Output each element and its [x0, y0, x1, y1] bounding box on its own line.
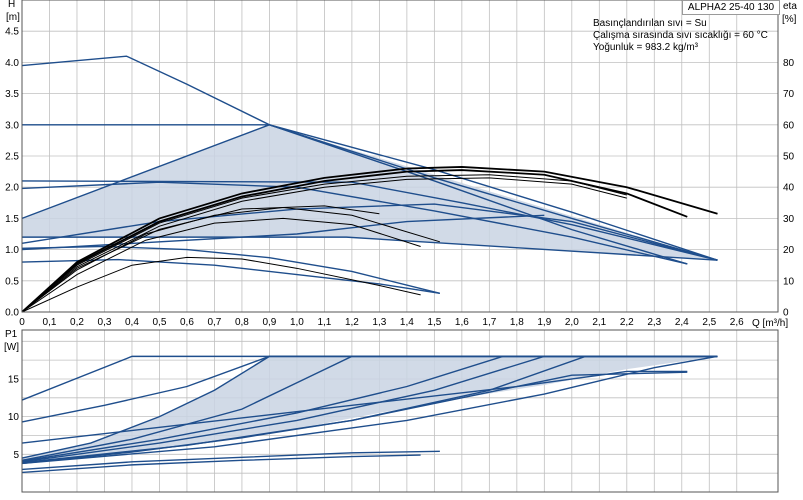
head-operating-area [22, 124, 718, 261]
head-curve [22, 124, 718, 261]
eta-tick-label: 10 [783, 276, 795, 287]
power-axis-label: P1 [5, 329, 18, 340]
head-curve [21, 181, 688, 265]
eta-tick-label: 20 [783, 245, 795, 256]
head-tick-label: 3.5 [5, 89, 19, 100]
head-tick-label: 4.5 [5, 27, 19, 38]
eta-tick-label: 60 [783, 120, 795, 131]
x-tick-label: 1,7 [482, 317, 496, 328]
power-curve [21, 355, 718, 465]
x-tick-label: 0,1 [43, 317, 57, 328]
head-curve [21, 124, 718, 261]
efficiency-curve [21, 177, 627, 313]
power-curve [21, 355, 718, 463]
x-tick-label: 2,6 [730, 317, 744, 328]
head-tick-label: 2.0 [5, 183, 19, 194]
medium-notes: Basınçlandırılan sıvı = Su Çalışma sıras… [593, 18, 768, 54]
power-tick-label: 10 [8, 412, 20, 423]
x-tick-label: 0,9 [262, 317, 276, 328]
efficiency-curve [21, 256, 421, 313]
head-curve [21, 214, 545, 251]
power-curve [21, 450, 440, 471]
x-tick-label: 2,4 [675, 317, 689, 328]
eta-tick-label: 70 [783, 89, 795, 100]
x-tick-label: 2,1 [592, 317, 606, 328]
head-tick-label: 0.5 [5, 276, 19, 287]
x-tick-label: 2,3 [647, 317, 661, 328]
efficiency-curve [21, 166, 718, 313]
density-note: Yoğunluk = 983.2 kg/m³ [593, 42, 698, 53]
eta-tick-label: 0 [783, 308, 789, 319]
x-tick-label: 1,4 [400, 317, 414, 328]
x-tick-label: 0,3 [98, 317, 112, 328]
efficiency-curve [21, 174, 627, 313]
head-curve [21, 258, 440, 294]
efficiency-curve [21, 217, 421, 313]
x-tick-label: 0,6 [180, 317, 194, 328]
power-tick-label: 15 [8, 374, 20, 385]
x-tick-label: 0,4 [125, 317, 139, 328]
head-axis-label: H [8, 0, 15, 10]
power-curve [21, 370, 688, 444]
head-curve [21, 180, 718, 261]
x-tick-label: 1,0 [290, 317, 304, 328]
x-tick-label: 1,3 [372, 317, 386, 328]
head-tick-label: 1.5 [5, 214, 19, 225]
eta-axis-unit: [%] [782, 14, 797, 25]
head-curve [21, 245, 441, 294]
x-tick-label: 1,6 [455, 317, 469, 328]
power-frame [21, 329, 779, 493]
eta-tick-label: 50 [783, 152, 795, 163]
eta-tick-label: 40 [783, 183, 795, 194]
head-tick-label: 3.0 [5, 120, 19, 131]
x-tick-label: 0,2 [70, 317, 84, 328]
power-curve [21, 355, 718, 462]
x-tick-label: 0 [19, 317, 25, 328]
eta-axis-label: eta [783, 1, 797, 12]
power-tick-label: 5 [13, 450, 19, 461]
power-curve [21, 454, 421, 474]
head-tick-label: 4.0 [5, 58, 19, 69]
x-tick-label: 2,5 [702, 317, 716, 328]
x-tick-label: 1,1 [317, 317, 331, 328]
head-axis-unit: [m] [6, 12, 20, 23]
liquid-note: Basınçlandırılan sıvı = Su [593, 18, 707, 29]
x-tick-label: 1,8 [510, 317, 524, 328]
flow-axis-label: Q [m³/h] [752, 318, 788, 329]
power-curve [21, 355, 718, 459]
power-curve [21, 371, 688, 465]
head-curve [21, 203, 718, 261]
eta-tick-label: 30 [783, 214, 795, 225]
x-tick-label: 0,7 [207, 317, 221, 328]
head-frame [21, 0, 779, 313]
x-tick-label: 1,5 [427, 317, 441, 328]
x-tick-label: 0,8 [235, 317, 249, 328]
temperature-note: Çalışma sırasında sıvı sıcaklığı = 60 °C [593, 30, 768, 41]
head-tick-label: 1.0 [5, 245, 19, 256]
head-tick-label: 0.0 [5, 308, 19, 319]
eta-tick-label: 80 [783, 58, 795, 69]
x-tick-label: 1,2 [345, 317, 359, 328]
power-curve [21, 355, 718, 462]
x-tick-label: 2,0 [565, 317, 579, 328]
head-chart-panel: 0 0,1 0,2 0,3 0,4 0,5 0,6 0,7 0,8 0,9 1,0 1,1 1,2 1,3… [5, 0, 795, 328]
model-label: ALPHA2 25-40 130 [682, 0, 780, 15]
x-tick-label: 2,2 [620, 317, 634, 328]
head-tick-label: 2.5 [5, 152, 19, 163]
power-axis-unit: [W] [4, 342, 19, 353]
efficiency-curve [21, 206, 441, 313]
x-tick-label: 1,9 [537, 317, 551, 328]
power-chart-panel: 5 10 15 [8, 329, 779, 493]
x-tick-label: 0,5 [153, 317, 167, 328]
